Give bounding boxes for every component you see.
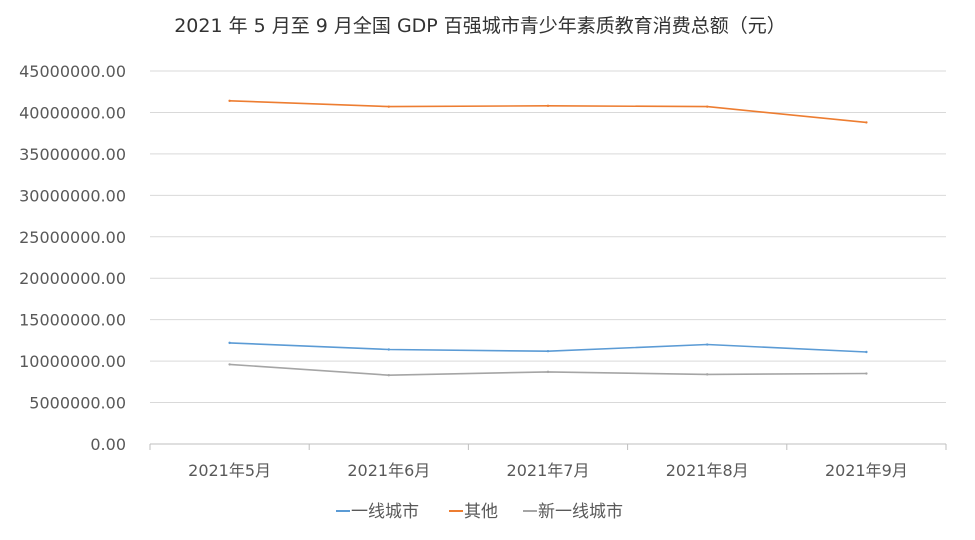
y-tick-label: 40000000.00 bbox=[19, 103, 126, 122]
grid-lines bbox=[150, 70, 946, 404]
series-lines bbox=[228, 99, 868, 377]
axes bbox=[149, 443, 947, 450]
data-point bbox=[546, 104, 550, 108]
legend-label: 新一线城市 bbox=[538, 502, 623, 522]
data-point bbox=[228, 363, 231, 366]
legend-label: 一线城市 bbox=[351, 502, 419, 522]
data-point bbox=[706, 373, 709, 376]
y-axis-tick-labels: 0.00 5000000.00 10000000.00 15000000.00 2000… bbox=[19, 62, 126, 454]
y-tick-label: 30000000.00 bbox=[19, 186, 126, 205]
x-tick-label: 2021年9月 bbox=[825, 461, 908, 480]
data-point bbox=[546, 370, 550, 374]
data-point bbox=[387, 374, 390, 377]
x-tick-label: 2021年7月 bbox=[507, 461, 590, 480]
y-tick-label: 45000000.00 bbox=[19, 62, 126, 81]
y-tick-label: 25000000.00 bbox=[19, 228, 126, 247]
y-tick-label: 5000000.00 bbox=[29, 394, 126, 413]
data-point bbox=[546, 349, 550, 353]
y-tick-label: 15000000.00 bbox=[19, 311, 126, 330]
y-tick-label: 35000000.00 bbox=[19, 145, 126, 164]
legend: 一线城市 其他 新一线城市 bbox=[336, 502, 623, 522]
data-point bbox=[228, 99, 231, 103]
data-point bbox=[865, 121, 868, 124]
legend-label: 其他 bbox=[464, 502, 498, 522]
x-tick-label: 2021年6月 bbox=[347, 461, 430, 480]
data-point bbox=[865, 350, 868, 354]
y-tick-label: 20000000.00 bbox=[19, 269, 126, 288]
data-point bbox=[706, 343, 709, 346]
y-tick-label: 10000000.00 bbox=[19, 352, 126, 371]
x-tick-label: 2021年8月 bbox=[666, 461, 749, 480]
x-axis-tick-labels: 2021年5月 2021年6月 2021年7月 2021年8月 2021年9月 bbox=[188, 461, 908, 480]
data-point bbox=[387, 348, 390, 351]
x-tick-label: 2021年5月 bbox=[188, 461, 271, 480]
chart-title: 2021 年 5 月至 9 月全国 GDP 百强城市青少年素质教育消费总额（元） bbox=[174, 15, 786, 37]
series-line-2 bbox=[229, 363, 867, 377]
data-point bbox=[865, 372, 868, 375]
data-point bbox=[387, 105, 390, 108]
data-point bbox=[706, 105, 709, 108]
series-line-1 bbox=[229, 100, 867, 124]
y-tick-label: 0.00 bbox=[90, 435, 126, 454]
data-point bbox=[228, 341, 231, 345]
